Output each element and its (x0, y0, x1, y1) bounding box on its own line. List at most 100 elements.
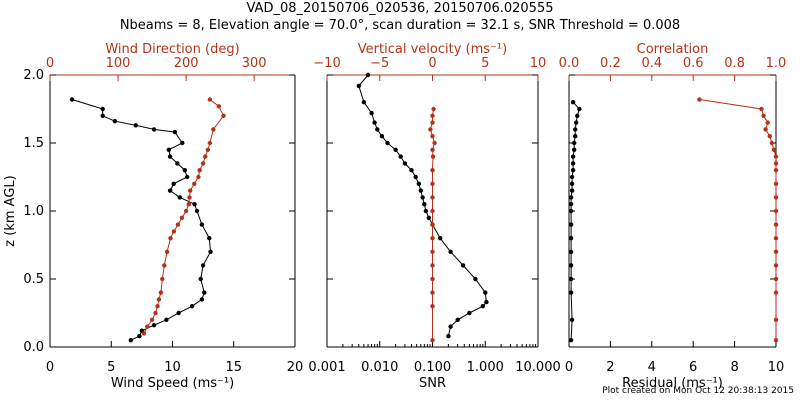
data-point-black (484, 299, 489, 305)
x-top-tick-label: 0.6 (683, 56, 704, 71)
data-point-red (773, 263, 779, 268)
data-point-black (182, 168, 187, 173)
data-point-red (430, 120, 435, 125)
x-bottom-tick-label: 4 (648, 360, 656, 375)
data-point-black (199, 222, 205, 227)
data-point-black (194, 208, 200, 214)
x-bottom-tick-label: 2 (606, 360, 614, 375)
data-point-black (100, 113, 105, 119)
data-point-black (569, 181, 575, 186)
data-point-black (398, 154, 403, 159)
data-point-black (361, 100, 367, 105)
data-point-black (151, 127, 157, 132)
data-point-black (574, 120, 579, 125)
data-point-red (430, 154, 436, 159)
data-point-red (773, 222, 779, 227)
data-point-black (446, 333, 451, 339)
data-point-red (763, 127, 768, 132)
data-point-black (189, 304, 195, 309)
data-point-black (133, 123, 138, 128)
data-point-black (137, 333, 142, 339)
data-point-black (167, 154, 173, 159)
y-tick-label: 1.5 (23, 136, 44, 151)
data-point-black (198, 276, 203, 282)
data-point-black (167, 188, 173, 193)
data-point-red (430, 236, 435, 241)
data-point-black (112, 119, 118, 124)
data-point-black (171, 181, 176, 186)
data-point-black (177, 195, 182, 200)
data-point-black (575, 113, 580, 119)
y-tick-label: 1.0 (23, 204, 44, 219)
data-point-black (438, 236, 443, 241)
data-point-black (423, 208, 429, 214)
data-point-red (155, 304, 160, 309)
data-point-black (369, 110, 374, 116)
data-point-red (773, 181, 779, 186)
data-point-red (765, 120, 770, 125)
data-point-red (430, 134, 435, 139)
data-point-black (69, 97, 75, 102)
data-point-red (771, 147, 777, 152)
data-point-red (156, 297, 162, 302)
x-top-axis-label: Correlation (637, 42, 709, 57)
data-point-black (164, 317, 169, 322)
data-point-black (568, 236, 574, 241)
data-point-black (573, 127, 578, 132)
data-point-red (160, 276, 165, 282)
data-point-black (175, 161, 180, 166)
data-point-red (761, 113, 766, 119)
data-point-red (430, 338, 435, 343)
data-point-red (179, 215, 185, 220)
x-bottom-axis-label: Residual (ms⁻¹) (622, 376, 723, 391)
data-point-black (402, 161, 408, 166)
data-point-red (164, 249, 170, 254)
data-point-black (379, 134, 385, 139)
x-top-axis-label: Vertical velocity (ms⁻¹) (358, 42, 507, 57)
data-point-black (372, 120, 377, 125)
data-point-black (568, 290, 574, 295)
data-point-black (422, 202, 427, 207)
data-point-red (153, 310, 158, 316)
figure-subtitle: Nbeams = 8, Elevation angle = 70.0°, sca… (119, 18, 681, 33)
data-point-black (568, 208, 574, 214)
data-point-black (467, 310, 472, 316)
data-point-black (568, 222, 574, 227)
series-line-black (71, 99, 212, 341)
data-point-black (480, 304, 485, 309)
data-point-black (199, 297, 205, 302)
data-point-black (375, 127, 380, 132)
data-point-red (168, 236, 173, 241)
data-point-red (430, 304, 435, 309)
y-tick-label: 2.0 (23, 68, 44, 83)
chart-panel-right: 0 2 4 6 8 10 Residual (ms⁻¹) 0.0 0.2 0.4 0.6 0.8 1.0… (559, 42, 787, 391)
x-bottom-tick-label: 0 (46, 360, 54, 375)
data-point-black (180, 140, 185, 146)
x-top-tick-label: 100 (106, 56, 131, 71)
data-point-red (773, 154, 779, 159)
data-point-red (175, 222, 181, 227)
data-point-black (572, 140, 577, 146)
x-top-tick-label: 0.2 (600, 56, 621, 71)
data-point-red (187, 195, 192, 200)
data-point-black (365, 72, 371, 78)
chart-panel-left: 0 5 10 15 20 Wind Speed (ms⁻¹) 0 100 200 300Wind … (3, 42, 303, 391)
data-point-red (197, 168, 202, 173)
data-point-black (100, 106, 105, 112)
data-point-black (172, 129, 178, 135)
data-point-red (428, 127, 433, 132)
data-point-red (186, 202, 191, 207)
data-point-black (356, 83, 361, 89)
data-point-black (568, 195, 574, 200)
data-point-red (430, 208, 435, 214)
data-point-black (577, 106, 582, 112)
data-point-red (430, 276, 435, 282)
x-bottom-tick-label: 10 (164, 360, 181, 375)
x-bottom-tick-label: 20 (287, 360, 304, 375)
data-point-black (192, 202, 197, 207)
data-point-black (185, 174, 190, 180)
data-point-black (448, 249, 453, 254)
data-point-black (569, 174, 575, 180)
